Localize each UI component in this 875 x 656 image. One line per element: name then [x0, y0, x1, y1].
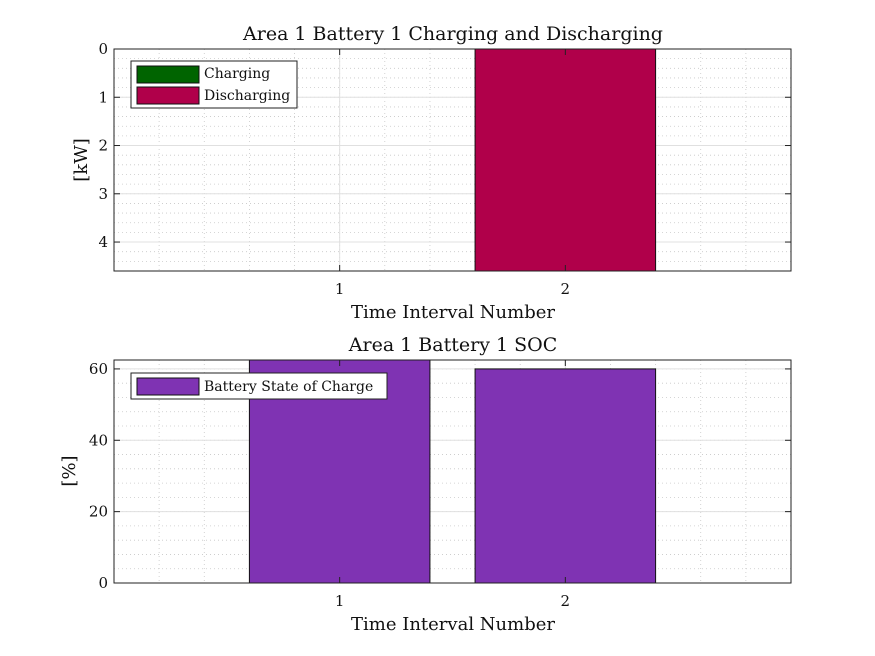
y-tick-label: 20 [89, 503, 108, 521]
x-tick-label: 2 [561, 592, 571, 610]
chart-2-ylabel: [%] [59, 455, 80, 486]
chart-1: Area 1 Battery 1 Charging and Dischargin… [71, 23, 792, 323]
chart-1-bars [474, 48, 657, 272]
legend-label-discharging: Discharging [204, 88, 290, 104]
y-tick-label: 4 [98, 233, 108, 251]
chart-1-legend: Charging Discharging [130, 60, 298, 109]
x-tick-label: 2 [561, 280, 571, 298]
y-tick-label: 60 [89, 360, 108, 378]
chart-1-title: Area 1 Battery 1 Charging and Dischargin… [242, 23, 663, 45]
y-tick-label: 3 [98, 185, 108, 203]
legend-swatch-charging [136, 65, 200, 84]
y-tick-label: 0 [98, 40, 108, 58]
chart-1-ticks: 1 2 0 1 2 3 4 [98, 40, 791, 298]
x-tick-label: 1 [335, 280, 345, 298]
chart-2-title: Area 1 Battery 1 SOC [348, 334, 557, 356]
chart-1-axes-box [113, 48, 792, 272]
chart-2-xlabel: Time Interval Number [351, 614, 555, 635]
bar-discharging-2 [474, 48, 657, 272]
legend-swatch-discharging [136, 86, 200, 105]
y-tick-label: 40 [89, 431, 108, 449]
chart-1-ylabel: [kW] [71, 138, 92, 181]
bar-battery-state-of-charge-2 [474, 368, 657, 584]
y-tick-label: 2 [98, 137, 108, 155]
chart-2-legend: Battery State of Charge [130, 372, 388, 400]
y-tick-label: 1 [98, 88, 108, 106]
legend-label-charging: Charging [204, 66, 270, 82]
x-tick-label: 1 [335, 592, 345, 610]
y-tick-label: 0 [98, 574, 108, 592]
chart-2-axes-box [113, 359, 792, 584]
legend-label-soc: Battery State of Charge [204, 379, 373, 395]
chart-1-xlabel: Time Interval Number [351, 302, 555, 323]
legend-swatch-soc [136, 377, 200, 396]
